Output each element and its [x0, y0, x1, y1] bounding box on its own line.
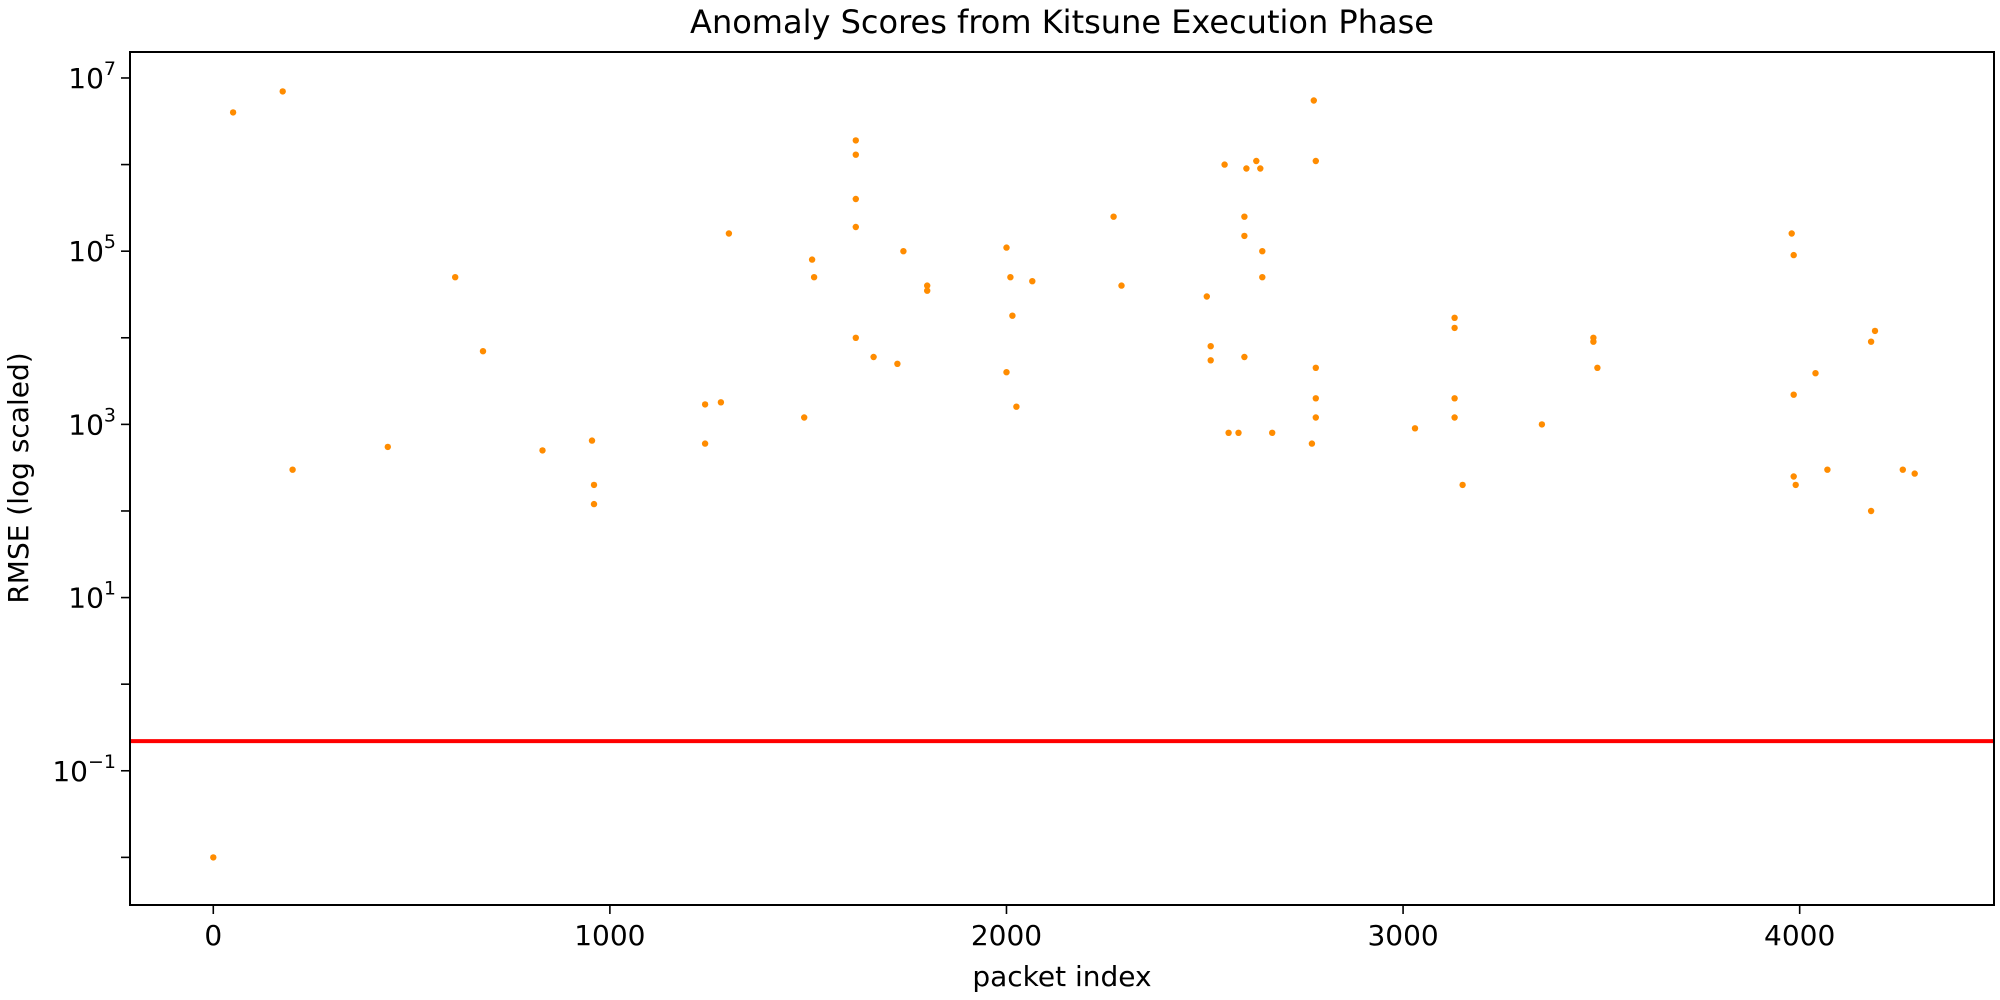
scatter-point: [1118, 282, 1125, 289]
scatter-point: [1812, 370, 1819, 377]
scatter-point: [852, 334, 859, 341]
scatter-point: [701, 440, 709, 447]
scatter-point: [289, 466, 296, 473]
x-tick-label: 4000: [1764, 919, 1835, 952]
scatter-point: [1594, 364, 1601, 371]
scatter-point: [1207, 343, 1214, 350]
scatter-point: [1459, 481, 1466, 489]
y-axis: 10−1 101 103 105 107: [52, 58, 130, 859]
scatter-point: [1029, 278, 1036, 285]
scatter-point: [1257, 165, 1264, 172]
scatter-point: [1241, 232, 1248, 240]
y-tick-label: 103: [68, 404, 116, 441]
scatter-point: [852, 151, 859, 158]
scatter-point: [1007, 274, 1014, 281]
scatter-point: [1269, 429, 1276, 436]
scatter-point: [1790, 251, 1797, 259]
scatter-point: [1221, 161, 1228, 168]
scatter-point: [1243, 165, 1250, 172]
scatter-point: [808, 256, 816, 263]
scatter-point: [1225, 429, 1232, 436]
scatter-point: [1241, 353, 1248, 361]
scatter-point: [1241, 213, 1248, 220]
scatter-point: [1235, 429, 1242, 436]
scatter-point: [725, 230, 733, 237]
scatter-point: [1308, 440, 1316, 447]
scatter-point: [852, 137, 859, 144]
scatter-point: [229, 109, 237, 116]
x-axis: 0 1000 2000 3000 4000: [204, 905, 1835, 952]
scatter-point: [1259, 248, 1266, 255]
plot-frame: [129, 51, 1995, 906]
scatter-point: [590, 500, 598, 508]
scatter-point: [1207, 357, 1214, 364]
scatter-point: [801, 414, 808, 421]
scatter-point: [384, 443, 391, 451]
scatter-point: [1312, 157, 1320, 165]
y-tick-label: 10−1: [52, 751, 116, 788]
scatter-point: [1871, 327, 1879, 335]
scatter-points: [210, 88, 1918, 861]
scatter-point: [1867, 507, 1875, 515]
scatter-point: [1538, 421, 1546, 428]
scatter-point: [1451, 314, 1458, 321]
scatter-point: [1824, 466, 1831, 473]
scatter-point: [1110, 213, 1117, 220]
scatter-point: [1009, 312, 1016, 319]
chart-title: Anomaly Scores from Kitsune Execution Ph…: [690, 3, 1434, 41]
scatter-point: [1590, 338, 1597, 345]
scatter-point: [1451, 324, 1458, 332]
x-axis-label: packet index: [972, 960, 1151, 993]
scatter-point: [452, 274, 459, 281]
scatter-point: [588, 437, 596, 444]
x-tick-label: 0: [204, 919, 222, 952]
scatter-point: [1013, 403, 1020, 410]
scatter-point: [1788, 230, 1795, 237]
scatter-point: [1312, 414, 1320, 421]
scatter-point: [1253, 157, 1260, 165]
scatter-point: [479, 348, 487, 355]
scatter-point: [852, 195, 859, 203]
y-tick-label: 107: [68, 58, 116, 95]
scatter-point: [1411, 425, 1419, 432]
scatter-point: [1792, 481, 1799, 489]
y-tick-label: 105: [68, 231, 116, 268]
scatter-point: [1203, 293, 1211, 300]
scatter-point: [717, 399, 725, 406]
scatter-point: [894, 360, 901, 367]
scatter-point: [1899, 466, 1907, 473]
scatter-point: [924, 282, 931, 289]
scatter-point: [852, 223, 859, 231]
scatter-point: [590, 481, 598, 489]
scatter-point: [924, 287, 931, 294]
scatter-point: [701, 401, 709, 408]
x-tick-label: 3000: [1367, 919, 1438, 952]
scatter-point: [1451, 414, 1458, 421]
scatter-point: [210, 854, 217, 861]
scatter-point: [1312, 364, 1320, 371]
scatter-point: [1790, 391, 1797, 398]
scatter-point: [810, 274, 818, 281]
y-tick-label: 101: [68, 578, 116, 615]
x-tick-label: 2000: [971, 919, 1042, 952]
scatter-point: [870, 353, 877, 361]
y-axis-label: RMSE (log scaled): [2, 352, 35, 603]
x-tick-label: 1000: [574, 919, 645, 952]
scatter-point: [1003, 244, 1010, 251]
scatter-point: [1911, 470, 1918, 477]
scatter-point: [1259, 274, 1266, 281]
scatter-point: [1451, 395, 1458, 402]
scatter-point: [900, 248, 907, 255]
scatter-point: [1003, 369, 1010, 376]
scatter-point: [1312, 395, 1320, 402]
scatter-point: [1867, 338, 1875, 345]
scatter-point: [279, 88, 286, 95]
scatter-point: [1790, 473, 1797, 480]
scatter-point: [539, 447, 546, 454]
scatter-point: [1310, 97, 1318, 104]
